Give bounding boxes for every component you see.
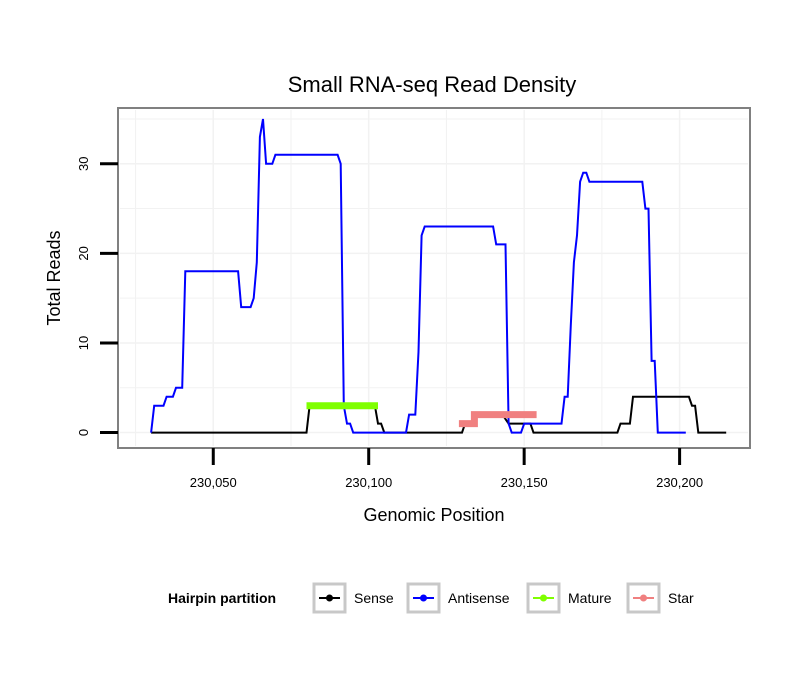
x-axis-title: Genomic Position [363, 505, 504, 525]
legend-key-point [540, 594, 547, 602]
y-tick-label: 10 [76, 336, 91, 350]
legend-label-antisense: Antisense [448, 590, 510, 606]
y-axis-title: Total Reads [44, 230, 64, 325]
y-tick-label: 20 [76, 246, 91, 260]
x-tick-label: 230,200 [656, 475, 703, 490]
legend-key-point [640, 594, 647, 602]
chart-title: Small RNA-seq Read Density [288, 72, 577, 97]
legend-key-point [326, 594, 333, 602]
series-layer [150, 118, 727, 434]
x-tick-label: 230,100 [345, 475, 392, 490]
series-line-star [458, 411, 537, 428]
x-tick-label: 230,150 [501, 475, 548, 490]
series-line-antisense [150, 118, 686, 434]
legend-label-sense: Sense [354, 590, 394, 606]
y-tick-label: 30 [76, 157, 91, 171]
y-axis: 0 10 20 30 [76, 157, 118, 436]
legend: Hairpin partition Sense Antisense Mature St… [168, 582, 694, 614]
legend-label-mature: Mature [568, 590, 612, 606]
x-axis: 230,050 230,100 230,150 230,200 [190, 448, 703, 490]
legend-title: Hairpin partition [168, 590, 276, 606]
x-tick-label: 230,050 [190, 475, 237, 490]
series-line-sense [151, 395, 727, 434]
y-tick-label: 0 [76, 429, 91, 436]
legend-label-star: Star [668, 590, 694, 606]
legend-key-point [420, 594, 427, 602]
plot-panel [117, 107, 751, 449]
